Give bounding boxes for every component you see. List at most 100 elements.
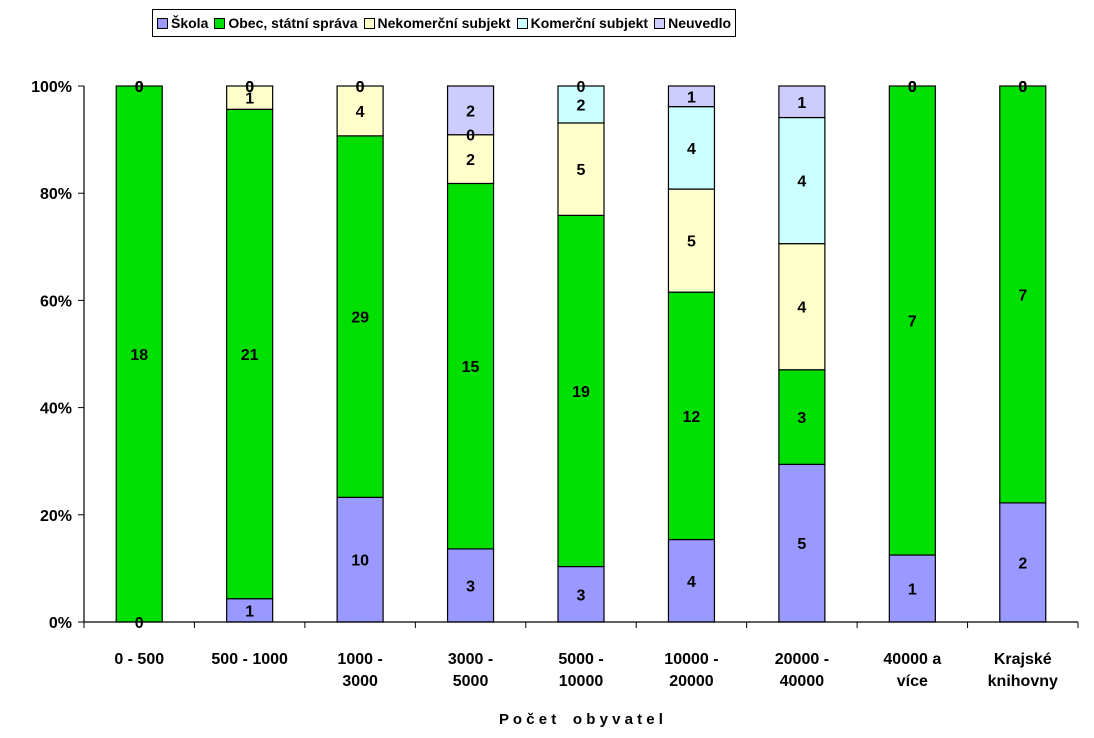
data-label: 5	[687, 234, 696, 251]
legend-label-nekomercni: Nekomerční subjekt	[377, 15, 511, 31]
legend-item-nekomercni: Nekomerční subjekt	[363, 15, 511, 31]
legend-swatch-obec	[214, 17, 226, 29]
legend-item-neuvedlo: Neuvedlo	[654, 15, 731, 31]
data-label: 21	[241, 347, 259, 364]
bar-segment	[778, 243, 826, 371]
bar-segment	[778, 85, 826, 119]
data-label: 0	[1018, 79, 1027, 96]
x-tick-label: 1000 -3000	[337, 651, 382, 690]
bar-segment	[667, 85, 716, 108]
legend-item-obec: Obec, státní správa	[214, 15, 358, 31]
bar-segment	[667, 188, 716, 293]
y-tick-label: 0%	[49, 615, 72, 632]
bar-segment	[667, 291, 716, 541]
x-tick-label: Krajské knihovny	[988, 651, 1058, 690]
x-axis: 0 - 500 500 - 1000 1000 -3000 3000 -5000 500…	[83, 621, 1079, 690]
data-label: 0	[466, 128, 475, 145]
bar-stack: 5 3 4 4 1	[778, 85, 826, 623]
y-tick-label: 40%	[40, 401, 72, 418]
legend-swatch-neuvedlo	[654, 17, 666, 29]
bar-segment	[888, 85, 936, 556]
bar-stack: 3 15 2 0 2	[446, 85, 495, 623]
y-tick-label: 80%	[40, 186, 72, 203]
data-label: 0	[135, 615, 144, 632]
data-label: 18	[130, 347, 148, 364]
y-tick-label: 100%	[31, 79, 72, 96]
data-label: 0	[135, 79, 144, 96]
x-tick-label: 3000 -5000	[448, 651, 493, 690]
data-label: 2	[1018, 555, 1027, 572]
x-axis-title: P o č e t o b y v a t e l	[499, 711, 663, 728]
data-label: 0	[356, 79, 365, 96]
data-label: 1	[245, 91, 254, 108]
x-tick-label: 40000 a více	[883, 651, 941, 690]
bar-segment	[667, 106, 716, 190]
data-label: 0	[908, 79, 917, 96]
data-label: 3	[797, 410, 806, 427]
x-tick-label: 20000 -40000	[775, 651, 829, 690]
legend-swatch-komercni	[516, 17, 528, 29]
bar-segment	[446, 182, 495, 550]
bar-segment	[888, 554, 936, 623]
bar-segment	[446, 134, 495, 185]
data-label: 0	[135, 79, 144, 96]
legend-swatch-skola	[157, 17, 168, 29]
x-tick-label: 5000 -10000	[558, 651, 603, 690]
chart-legend: Škola Obec, státní správa Nekomerční sub…	[152, 9, 737, 37]
bar-stack: 3 19 5 20	[557, 79, 605, 623]
bar-segment	[446, 548, 495, 623]
data-label: 12	[683, 409, 701, 426]
data-label: 4	[356, 104, 365, 121]
data-label: 0	[908, 79, 917, 96]
data-label: 4	[797, 300, 806, 317]
legend-item-komercni: Komerční subjekt	[516, 15, 649, 31]
bar-segment	[778, 116, 826, 245]
data-label: 3	[466, 578, 475, 595]
data-label: 7	[908, 314, 917, 331]
data-label: 0	[245, 79, 254, 96]
data-label: 0	[1018, 79, 1027, 96]
legend-item-skola: Škola	[157, 15, 208, 31]
x-tick-label: 10000 -20000	[664, 651, 718, 690]
data-label: 2	[466, 103, 475, 120]
bar-segment	[336, 135, 384, 498]
bar-segment	[446, 85, 495, 136]
data-label: 3	[577, 587, 586, 604]
data-label: 4	[687, 141, 696, 158]
bar-segment	[226, 85, 274, 110]
x-tick-label: 500 - 1000	[211, 651, 288, 668]
bar-segment	[115, 85, 163, 623]
legend-label-skola: Škola	[171, 15, 209, 31]
data-label: 0	[577, 79, 586, 96]
x-tick-label: 0 - 500	[114, 651, 164, 668]
data-label: 0	[1018, 79, 1027, 96]
data-label: 29	[351, 310, 369, 327]
data-label: 1	[687, 89, 696, 106]
bar-segment	[336, 85, 384, 137]
data-label: 1	[908, 582, 917, 599]
data-label: 0	[245, 79, 254, 96]
data-label: 10	[351, 553, 369, 570]
legend-swatch-nekomercni	[363, 17, 375, 29]
data-label: 19	[572, 384, 590, 401]
data-label: 0	[356, 79, 365, 96]
legend-label-obec: Obec, státní správa	[228, 15, 358, 31]
y-tick-label: 60%	[40, 293, 72, 310]
y-axis: 0% 20% 40% 60% 80% 100%	[31, 79, 85, 632]
data-label: 1	[245, 603, 254, 620]
y-tick-label: 20%	[40, 508, 72, 525]
legend-label-neuvedlo: Neuvedlo	[668, 15, 732, 31]
plot-area: 0180001211001029400315202319520412541534…	[115, 79, 1047, 632]
data-label: 2	[466, 152, 475, 169]
bar-segment	[557, 214, 605, 568]
data-label: 15	[462, 359, 480, 376]
data-label: 4	[687, 574, 696, 591]
data-label: 7	[1018, 287, 1027, 304]
bar-stack: 4 12 5 4 1	[667, 85, 716, 623]
bar-segment	[226, 108, 274, 600]
legend-label-komercni: Komerční subjekt	[530, 15, 649, 31]
